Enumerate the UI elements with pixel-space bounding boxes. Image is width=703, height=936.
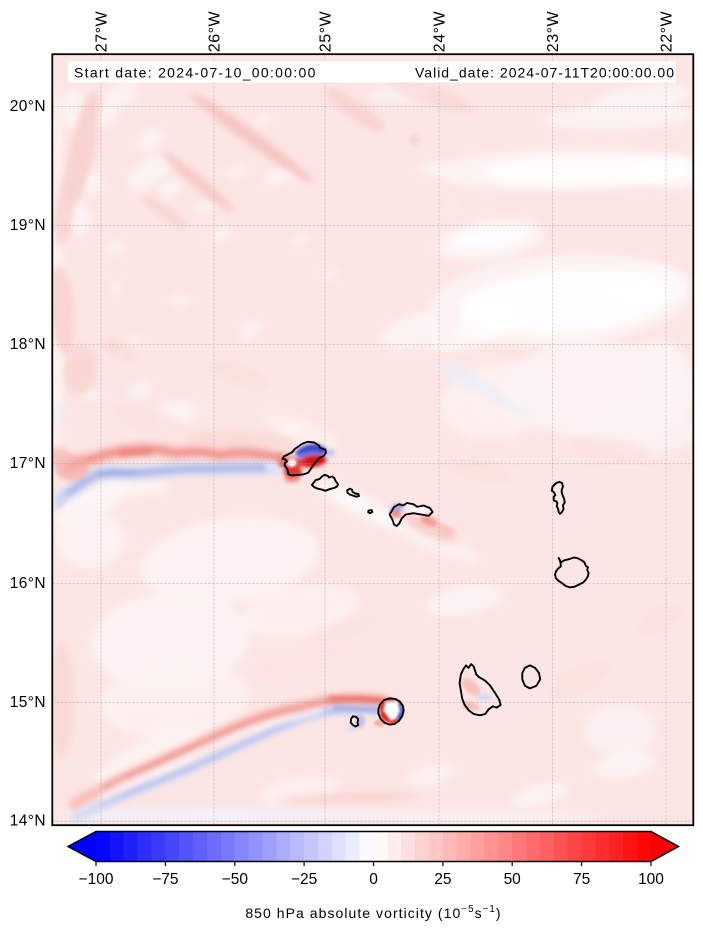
svg-text:19°N: 19°N: [10, 217, 46, 234]
svg-text:850 hPa absolute vorticity (10: 850 hPa absolute vorticity (10−5s−1): [245, 904, 501, 921]
svg-text:50: 50: [504, 871, 522, 888]
svg-text:Valid_date: 2024-07-11T20:00:0: Valid_date: 2024-07-11T20:00:00.00: [415, 65, 675, 81]
svg-text:−75: −75: [152, 871, 178, 888]
svg-text:27°W: 27°W: [94, 11, 111, 53]
svg-text:14°N: 14°N: [10, 813, 46, 830]
svg-text:20°N: 20°N: [10, 98, 46, 115]
svg-text:−25: −25: [291, 871, 317, 888]
svg-text:100: 100: [638, 871, 664, 888]
svg-text:23°W: 23°W: [545, 11, 562, 53]
svg-text:0: 0: [369, 871, 378, 888]
svg-text:15°N: 15°N: [10, 694, 46, 711]
svg-text:25: 25: [434, 871, 451, 888]
svg-text:25°W: 25°W: [318, 11, 335, 53]
svg-text:−50: −50: [222, 871, 249, 888]
svg-text:17°N: 17°N: [10, 455, 46, 472]
svg-text:18°N: 18°N: [10, 336, 46, 353]
svg-text:16°N: 16°N: [10, 575, 46, 592]
svg-text:22°W: 22°W: [659, 11, 676, 53]
svg-text:Start date: 2024-07-10_00:00:0: Start date: 2024-07-10_00:00:00: [74, 65, 317, 81]
svg-text:75: 75: [573, 871, 590, 888]
svg-text:26°W: 26°W: [207, 11, 224, 53]
svg-text:−100: −100: [79, 871, 114, 888]
svg-text:24°W: 24°W: [432, 11, 449, 53]
